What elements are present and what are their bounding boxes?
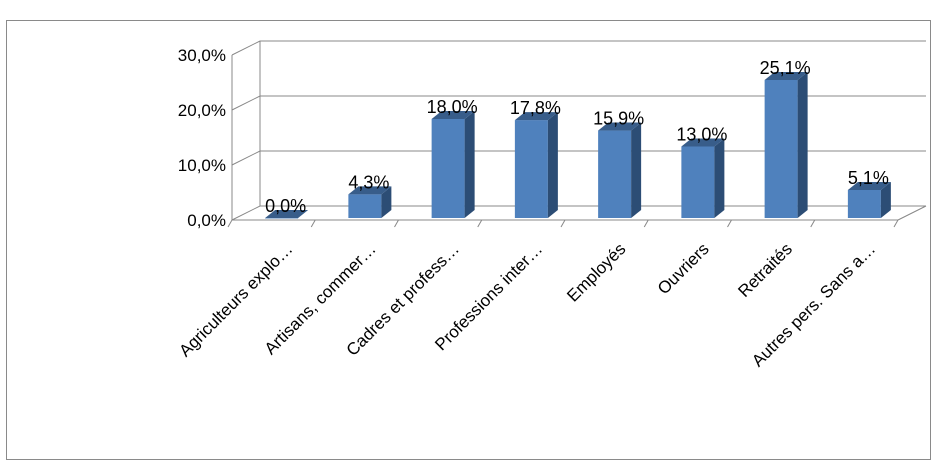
gridline xyxy=(231,40,926,56)
bar-top xyxy=(764,71,808,80)
bar-top xyxy=(265,210,309,218)
bar xyxy=(764,79,798,218)
bar-side xyxy=(714,138,725,218)
bar-side xyxy=(631,122,642,218)
data-label: 18,0% xyxy=(427,97,478,117)
bar-top xyxy=(348,186,392,195)
gridline xyxy=(231,95,926,111)
x-tick xyxy=(477,219,483,228)
bar-top xyxy=(514,112,558,121)
y-tick-label: 30,0% xyxy=(178,46,226,65)
bar-side xyxy=(464,111,475,218)
x-tick xyxy=(394,219,399,228)
gridline xyxy=(231,205,926,221)
bar-top xyxy=(598,122,642,131)
bar-side xyxy=(381,186,392,218)
x-tick xyxy=(560,219,566,228)
bar-top xyxy=(431,111,475,119)
bar-top xyxy=(847,181,891,190)
category-label: Employés xyxy=(563,239,629,305)
data-label: 0,0% xyxy=(265,196,306,216)
bar xyxy=(265,218,299,219)
bar xyxy=(348,194,382,218)
bars xyxy=(265,71,891,219)
data-label: 17,8% xyxy=(510,98,561,118)
data-label: 25,1% xyxy=(760,58,811,78)
x-tick xyxy=(643,219,649,228)
bar-side xyxy=(797,71,808,218)
bar xyxy=(598,130,632,218)
category-label: Ouvriers xyxy=(654,239,713,298)
gridlines xyxy=(227,40,927,228)
data-label: 5,1% xyxy=(848,168,889,188)
x-tick xyxy=(227,219,233,228)
data-label: 15,9% xyxy=(593,109,644,129)
x-tick xyxy=(727,219,732,228)
x-axis-labels: Agriculteurs explo…Artisans, commer…Cadr… xyxy=(175,239,879,370)
data-labels: 0,0% 4,3% 18,0% 17,8% 15,9% 13,0% 25,1% 5,1% xyxy=(265,58,889,216)
bar xyxy=(847,189,881,218)
data-label: 13,0% xyxy=(676,125,727,145)
y-tick-label: 10,0% xyxy=(178,156,226,175)
category-label: Retraités xyxy=(734,239,796,301)
bar xyxy=(431,119,465,218)
x-tick xyxy=(310,219,316,228)
floor-edge xyxy=(897,205,927,221)
data-label: 4,3% xyxy=(348,172,389,192)
bar-side xyxy=(547,112,558,218)
gridline xyxy=(231,150,926,166)
x-tick xyxy=(810,219,816,228)
bar xyxy=(681,146,715,218)
y-tick-label: 20,0% xyxy=(178,101,226,120)
bar-top xyxy=(681,138,725,147)
y-tick-label: 0,0% xyxy=(187,211,226,230)
bar-side xyxy=(880,181,891,218)
x-tick xyxy=(893,219,899,228)
y-axis-ticks: 0,0% 10,0% 20,0% 30,0% xyxy=(178,46,226,230)
bar xyxy=(514,120,548,218)
